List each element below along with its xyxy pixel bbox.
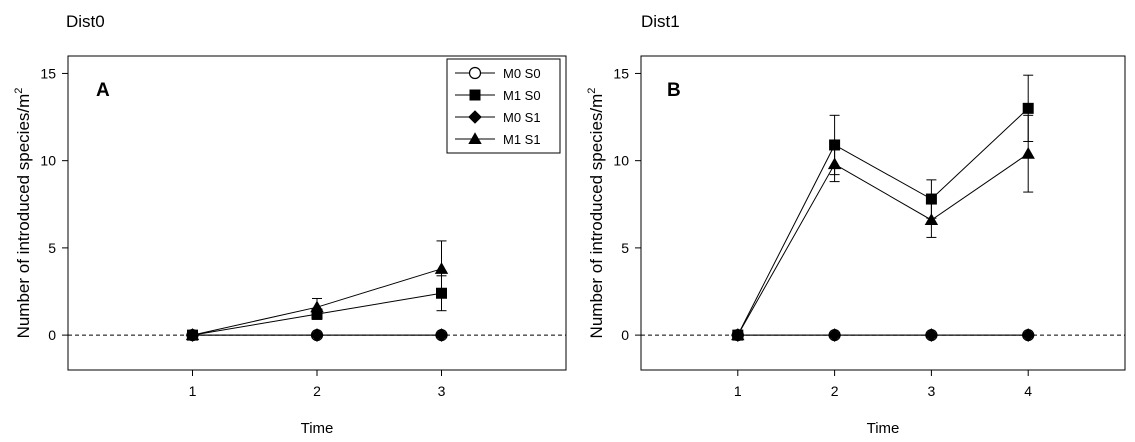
series-m0-s1 xyxy=(731,328,1035,342)
data-point xyxy=(829,139,841,151)
y-tick-label: 15 xyxy=(40,65,56,81)
y-axis-label-text: Number of introduced species/m xyxy=(14,94,33,339)
data-point xyxy=(1022,102,1034,114)
y-axis-label-superscript: 2 xyxy=(586,88,598,94)
plot-frame xyxy=(640,55,1126,371)
legend-marker xyxy=(468,66,482,80)
y-tick-label: 0 xyxy=(48,327,56,343)
data-point xyxy=(310,328,324,342)
y-tick-label: 15 xyxy=(613,65,629,81)
data-point xyxy=(1021,146,1035,159)
series-m1-s0 xyxy=(732,74,1034,341)
series-m1-s1 xyxy=(185,240,449,341)
chart-panel-b: Dist1 B 0 5 10 15 1 2 3 4 Time Number of introduced… xyxy=(586,12,1126,437)
x-tick-label: 2 xyxy=(313,383,321,399)
legend-label: M0 S0 xyxy=(503,66,541,81)
legend-label: M1 S1 xyxy=(503,132,541,147)
series-m0-s1 xyxy=(185,328,449,342)
legend-label: M1 S0 xyxy=(503,88,541,103)
panel-label: A xyxy=(96,80,110,101)
x-tick-label: 1 xyxy=(189,383,197,399)
chart-title: Dist1 xyxy=(641,12,680,31)
y-axis-label-superscript: 2 xyxy=(13,88,25,94)
y-tick-label: 0 xyxy=(621,327,629,343)
chart-title: Dist0 xyxy=(66,12,105,31)
data-point xyxy=(924,328,939,342)
legend-item: M1 S0 xyxy=(455,88,541,103)
y-tick-label: 10 xyxy=(613,153,629,169)
panel-label: B xyxy=(667,80,681,101)
x-tick-label: 3 xyxy=(438,383,446,399)
chart-panel-a: Dist0 A 0 5 10 15 1 2 3 Time Number of introduced … xyxy=(13,12,567,437)
legend-box xyxy=(446,58,561,154)
x-axis-label: Time xyxy=(867,420,900,437)
x-axis-label: Time xyxy=(301,420,334,437)
data-point xyxy=(185,328,200,341)
y-tick-label: 10 xyxy=(40,153,56,169)
legend: M0 S0 M1 S0 M0 S1 M1 S1 xyxy=(446,58,561,154)
legend-item: M0 S1 xyxy=(455,110,541,125)
y-axis-label-text: Number of introduced species/m xyxy=(587,94,606,339)
data-point xyxy=(827,328,842,342)
legend-marker xyxy=(468,132,482,145)
x-tick-label: 4 xyxy=(1024,383,1032,399)
x-tick-label: 3 xyxy=(928,383,936,399)
data-point xyxy=(925,193,937,205)
legend-marker xyxy=(469,89,481,101)
x-tick-label: 1 xyxy=(734,383,742,399)
series-line xyxy=(737,107,1029,336)
data-point xyxy=(827,157,842,170)
y-tick-label: 5 xyxy=(48,240,56,256)
data-point xyxy=(310,300,324,313)
legend-item: M0 S0 xyxy=(455,66,541,81)
y-axis-label: Number of introduced species/m2 xyxy=(13,88,33,339)
data-point xyxy=(1021,328,1035,342)
legend-label: M0 S1 xyxy=(503,110,541,125)
y-axis-label: Number of introduced species/m2 xyxy=(586,88,606,339)
data-point xyxy=(434,328,449,342)
data-point xyxy=(924,213,939,226)
data-point xyxy=(731,328,745,341)
legend-item: M1 S1 xyxy=(455,132,541,147)
x-tick-label: 2 xyxy=(831,383,839,399)
y-tick-label: 5 xyxy=(621,240,629,256)
series-m1-s1 xyxy=(731,114,1035,341)
legend-marker xyxy=(468,110,482,124)
series-line xyxy=(737,153,1029,336)
data-point xyxy=(434,262,449,274)
